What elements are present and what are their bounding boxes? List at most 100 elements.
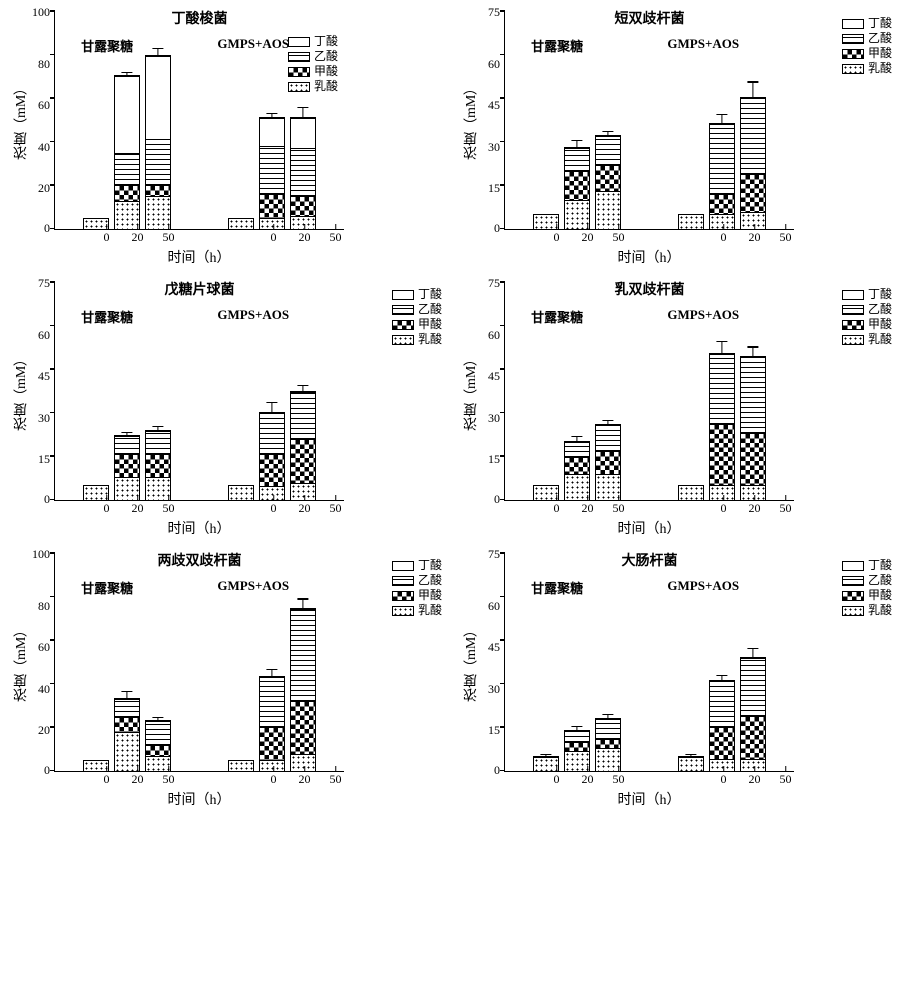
bar-segment	[565, 474, 589, 500]
bar-segment	[741, 98, 765, 174]
legend-item: 乳酸	[392, 603, 442, 618]
ytick: 40	[38, 683, 50, 695]
bar-segment	[229, 219, 253, 229]
legend-swatch	[842, 320, 864, 330]
ytick: 60	[38, 641, 50, 653]
legend-label: 乙酸	[868, 31, 892, 46]
xtick: 20	[125, 772, 151, 787]
bar-segment	[565, 742, 589, 751]
ytick: 15	[38, 453, 50, 465]
bar-segment	[596, 474, 620, 500]
bar-segment	[84, 486, 108, 500]
legend: 丁酸乙酸甲酸乳酸	[842, 287, 892, 538]
legend-label: 甲酸	[868, 588, 892, 603]
bar-segment	[679, 757, 703, 771]
x-axis-label: 时间（h）	[504, 247, 794, 267]
bar-segment	[260, 727, 284, 760]
bar-segment	[291, 118, 315, 149]
legend-label: 丁酸	[868, 16, 892, 31]
bar-segment	[565, 148, 589, 171]
legend-item: 乳酸	[288, 79, 338, 94]
bar-group	[650, 281, 795, 500]
bar-segment	[741, 716, 765, 760]
stacked-bar	[290, 391, 316, 500]
xtick: 0	[544, 772, 570, 787]
bar-segment	[741, 759, 765, 771]
bar-segment	[679, 486, 703, 500]
ytick: 60	[38, 99, 50, 111]
bar-segment	[565, 442, 589, 456]
legend-swatch	[392, 606, 414, 616]
ytick: 30	[488, 412, 500, 424]
legend-swatch	[842, 591, 864, 601]
x-ticks: 0205002050	[54, 501, 388, 516]
legend-item: 甲酸	[842, 317, 892, 332]
bar-segment	[291, 196, 315, 216]
bar-segment	[565, 457, 589, 474]
legend-item: 丁酸	[392, 287, 442, 302]
error-bar	[577, 141, 578, 147]
error-bar	[752, 347, 753, 356]
legend-label: 甲酸	[314, 64, 338, 79]
ytick: 45	[38, 370, 50, 382]
error-bar	[127, 692, 128, 699]
bar-segment	[741, 485, 765, 500]
bar-segment	[534, 486, 558, 500]
bar-segment	[146, 745, 170, 756]
bar-segment	[710, 727, 734, 759]
x-ticks: 0205002050	[504, 230, 838, 245]
error-bar	[608, 715, 609, 718]
bar-segment	[260, 218, 284, 229]
bar-segment	[741, 174, 765, 212]
legend-label: 丁酸	[314, 34, 338, 49]
x-axis-label: 时间（h）	[54, 789, 344, 809]
legend-item: 乙酸	[392, 302, 442, 317]
xtick: 0	[261, 501, 287, 516]
bar-group	[200, 552, 345, 771]
xtick: 0	[261, 230, 287, 245]
xtick-group: 02050	[671, 772, 838, 787]
bar-segment	[115, 454, 139, 477]
ytick: 45	[488, 641, 500, 653]
x-ticks: 0205002050	[504, 772, 838, 787]
legend-swatch	[392, 290, 414, 300]
xtick: 50	[606, 501, 632, 516]
xtick: 50	[773, 772, 799, 787]
legend-label: 乙酸	[868, 573, 892, 588]
ytick: 20	[38, 724, 50, 736]
plot-wrap: 浓度（mM） 100806040200 两歧双歧杆菌 甘露聚糖 GMPS+AOS…	[10, 552, 388, 809]
error-bar	[158, 49, 159, 56]
xtick-group: 02050	[504, 230, 671, 245]
legend-label: 乳酸	[868, 603, 892, 618]
ytick: 75	[488, 277, 500, 289]
chart-area: 短双歧杆菌 甘露聚糖 GMPS+AOS	[504, 10, 794, 230]
xtick-group: 02050	[221, 230, 388, 245]
xtick: 50	[156, 230, 182, 245]
bar-segment	[291, 216, 315, 229]
bar-segment	[710, 124, 734, 194]
bar-segment	[84, 219, 108, 229]
xtick-group: 02050	[221, 501, 388, 516]
bar-segment	[565, 200, 589, 229]
legend-item: 甲酸	[842, 588, 892, 603]
error-bar	[577, 437, 578, 441]
xtick: 20	[292, 772, 318, 787]
x-ticks: 0205002050	[54, 230, 388, 245]
legend-label: 乙酸	[314, 49, 338, 64]
stacked-bar	[709, 680, 735, 771]
ytick: 15	[488, 453, 500, 465]
bar-segment	[260, 118, 284, 146]
plot-wrap: 浓度（mM） 100806040200 丁酸梭菌 甘露聚糖 GMPS+AOS 丁…	[10, 10, 388, 267]
legend-swatch	[288, 52, 310, 62]
bar-segment	[260, 760, 284, 771]
legend-item: 甲酸	[842, 46, 892, 61]
stacked-bar	[678, 756, 704, 771]
bar-segment	[146, 477, 170, 500]
ytick: 80	[38, 600, 50, 612]
ytick: 45	[488, 99, 500, 111]
stacked-bar	[564, 441, 590, 500]
legend-swatch	[392, 320, 414, 330]
legend-swatch	[842, 19, 864, 29]
legend-item: 丁酸	[842, 16, 892, 31]
stacked-bar	[740, 356, 766, 500]
